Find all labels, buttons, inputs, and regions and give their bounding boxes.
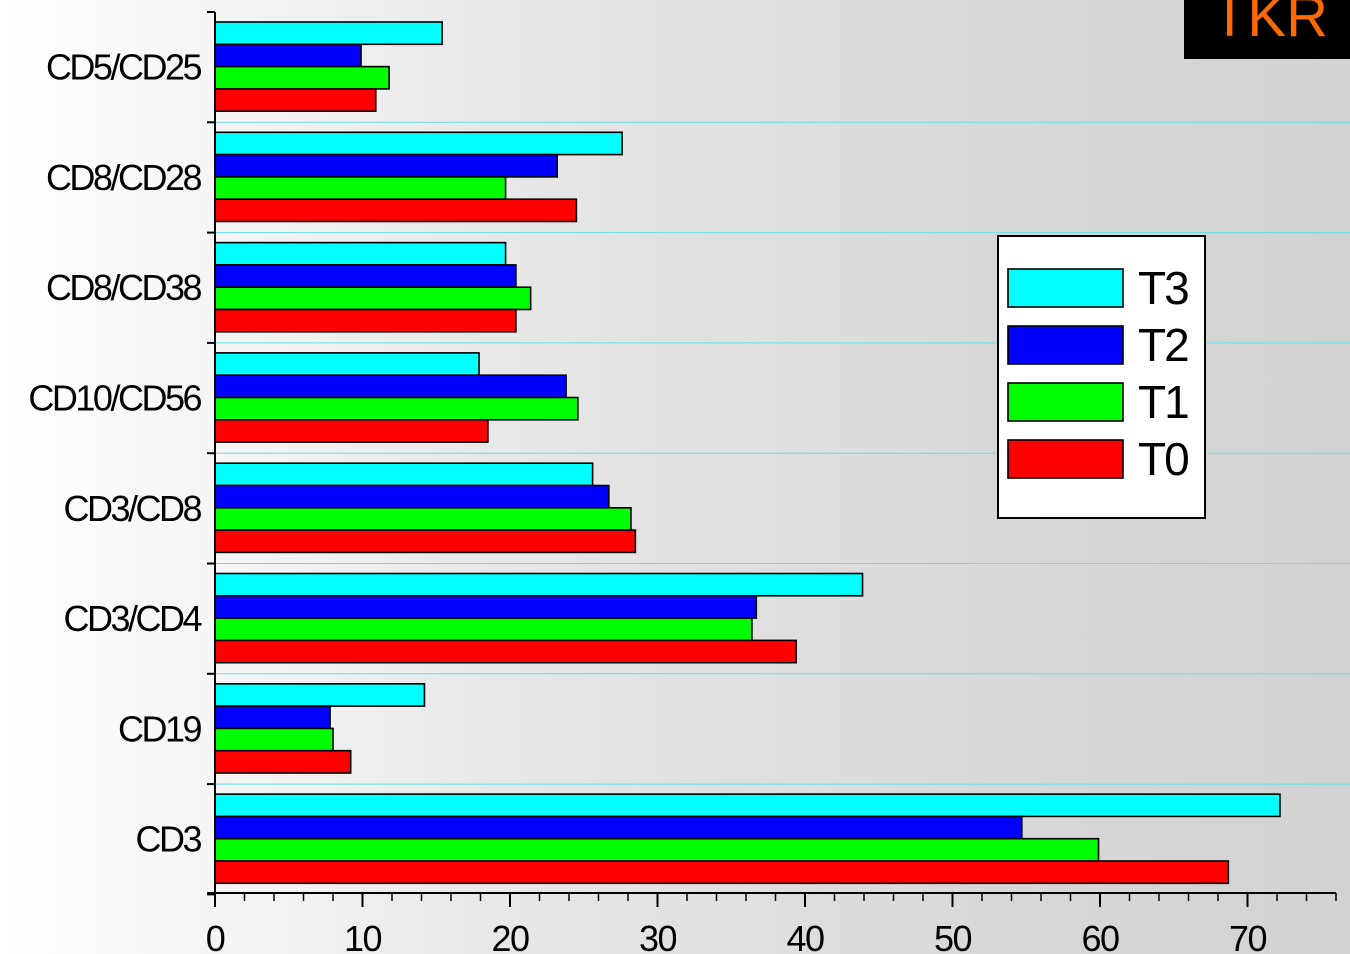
bar-cd19-t0 bbox=[214, 749, 352, 774]
legend-label-t0: T0 bbox=[1138, 433, 1188, 485]
bar-cd8-cd38-t2 bbox=[214, 264, 517, 288]
x-tick-label-50: 50 bbox=[934, 918, 972, 954]
legend-swatch-t3 bbox=[1007, 268, 1124, 308]
x-tick-label-70: 70 bbox=[1229, 918, 1267, 954]
category-labels: CD5/CD25 CD8/CD28 CD8/CD38 CD10/CD56 CD3/CD8… bbox=[28, 47, 204, 860]
x-tick-label-0: 0 bbox=[206, 918, 225, 954]
bars bbox=[214, 21, 1281, 885]
bar-cd3-cd8-t3 bbox=[214, 462, 594, 487]
bar-cd3-t0 bbox=[214, 860, 1230, 885]
x-tick-label-20: 20 bbox=[491, 918, 529, 954]
bar-cd10-cd56-t0 bbox=[214, 418, 489, 443]
legend-swatch-t0 bbox=[1007, 439, 1124, 479]
x-tick-label-40: 40 bbox=[786, 918, 824, 954]
bar-cd19-t1 bbox=[214, 727, 334, 752]
bar-cd3-cd8-t2 bbox=[214, 484, 610, 509]
tkr-badge: TKR bbox=[1184, 0, 1350, 59]
bar-cd19-t3 bbox=[214, 682, 426, 707]
bar-cd8-cd28-t3 bbox=[214, 131, 623, 156]
bar-cd3-t1 bbox=[214, 837, 1100, 862]
x-tick-label-10: 10 bbox=[344, 918, 382, 954]
legend-swatch-t2 bbox=[1007, 325, 1124, 365]
bar-cd5-cd25-t3 bbox=[214, 21, 443, 46]
category-label-cd8-cd28: CD8/CD28 bbox=[46, 157, 202, 198]
category-label-cd19: CD19 bbox=[118, 708, 202, 749]
category-label-cd10-cd56: CD10/CD56 bbox=[28, 378, 201, 419]
category-label-cd3-cd4: CD3/CD4 bbox=[63, 598, 201, 639]
bar-cd8-cd38-t3 bbox=[214, 241, 507, 266]
bar-cd8-cd28-t1 bbox=[214, 176, 507, 200]
legend-swatch-t1 bbox=[1007, 382, 1124, 422]
category-label-cd5-cd25: CD5/CD25 bbox=[46, 47, 202, 88]
bar-cd19-t2 bbox=[214, 705, 331, 730]
bar-cd3-t2 bbox=[214, 815, 1023, 840]
bar-cd10-cd56-t1 bbox=[214, 396, 579, 421]
bar-cd5-cd25-t0 bbox=[214, 88, 377, 113]
axes bbox=[207, 11, 1337, 907]
bar-cd8-cd38-t1 bbox=[214, 286, 532, 311]
gridlines bbox=[215, 121, 1350, 785]
x-tick-label-60: 60 bbox=[1081, 918, 1119, 954]
bar-cd8-cd28-t0 bbox=[214, 198, 578, 223]
bar-cd10-cd56-t3 bbox=[214, 352, 480, 376]
legend-label-t1: T1 bbox=[1138, 376, 1188, 428]
category-label-cd3: CD3 bbox=[135, 819, 201, 860]
x-tick-labels: 0 10 20 30 40 50 60 70 bbox=[206, 918, 1268, 954]
category-label-cd3-cd8: CD3/CD8 bbox=[63, 488, 201, 529]
legend-label-t2: T2 bbox=[1138, 319, 1188, 371]
x-tick-label-30: 30 bbox=[639, 918, 677, 954]
bar-cd3-cd4-t2 bbox=[214, 594, 758, 619]
category-label-cd8-cd38: CD8/CD38 bbox=[46, 267, 202, 308]
bar-cd8-cd38-t0 bbox=[214, 308, 517, 333]
bar-cd3-cd4-t1 bbox=[214, 617, 753, 642]
bar-cd5-cd25-t1 bbox=[214, 65, 390, 90]
legend-label-t3: T3 bbox=[1138, 262, 1188, 314]
bar-cd5-cd25-t2 bbox=[214, 43, 362, 68]
bar-cd3-t3 bbox=[214, 793, 1281, 818]
bar-cd3-cd4-t3 bbox=[214, 572, 864, 597]
bar-cd8-cd28-t2 bbox=[214, 153, 559, 178]
bar-cd3-cd8-t0 bbox=[214, 529, 637, 554]
bar-cd3-cd8-t1 bbox=[214, 506, 632, 531]
tkr-badge-text: TKR bbox=[1212, 0, 1328, 49]
bar-cd3-cd4-t0 bbox=[214, 639, 797, 664]
bar-cd10-cd56-t2 bbox=[214, 374, 567, 399]
